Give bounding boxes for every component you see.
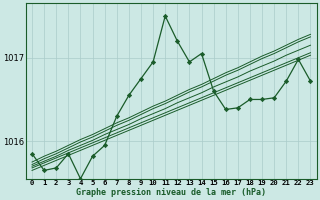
X-axis label: Graphe pression niveau de la mer (hPa): Graphe pression niveau de la mer (hPa) [76, 188, 266, 197]
